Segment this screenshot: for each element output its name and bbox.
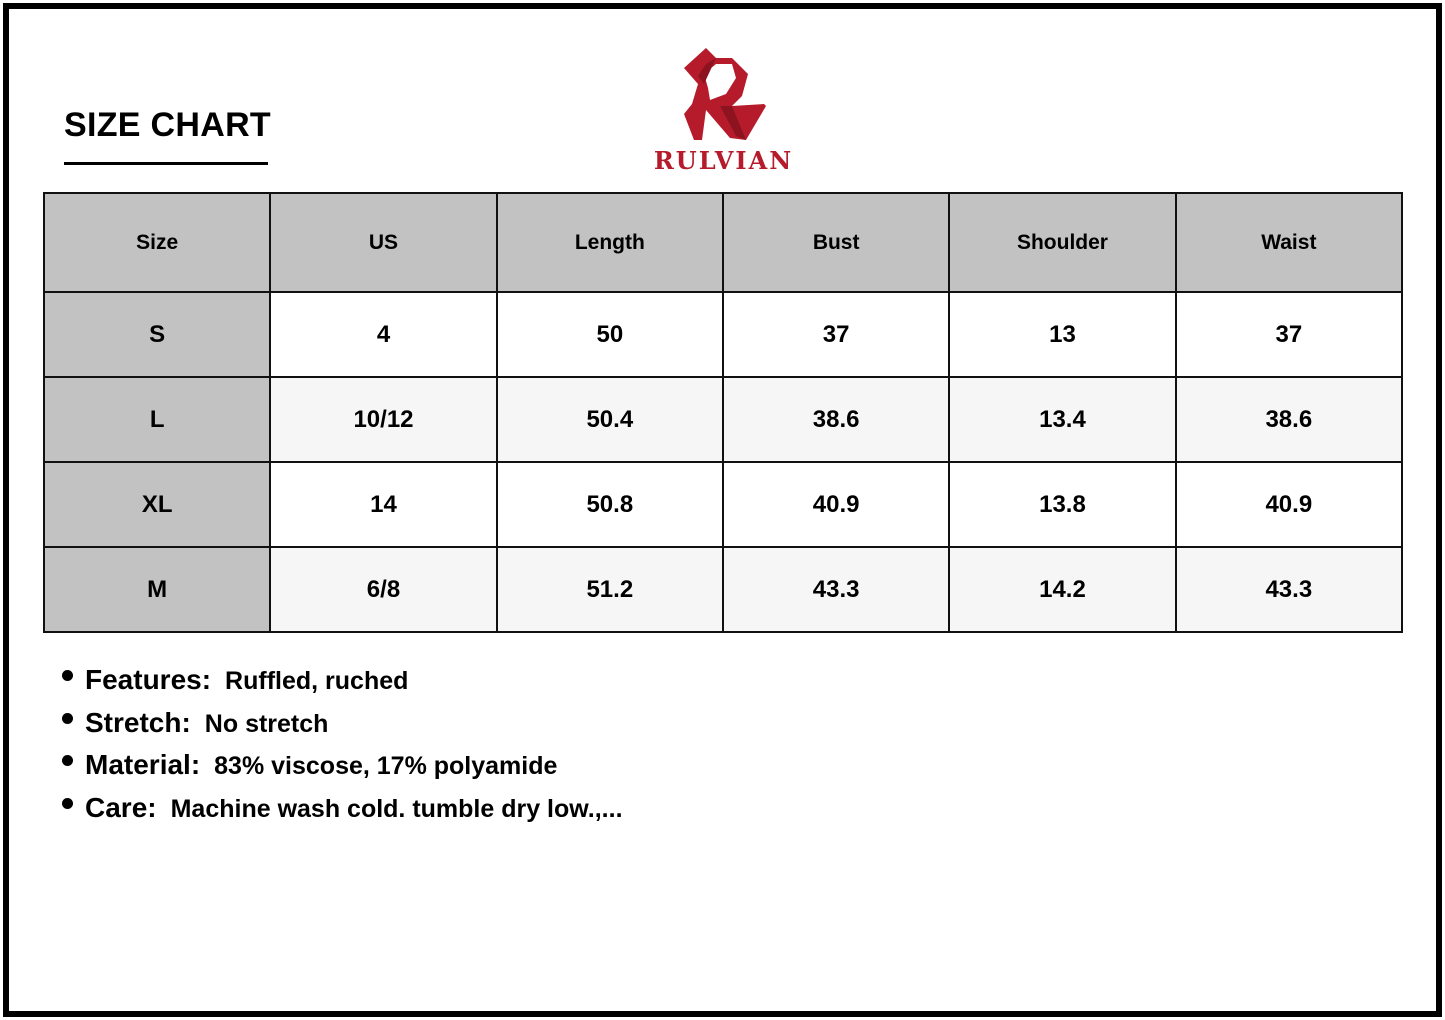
cell-length: 51.2	[495, 546, 724, 633]
note-value: Ruffled, ruched	[225, 667, 409, 695]
header-us: US	[269, 192, 498, 293]
note-label: Material:	[85, 749, 201, 780]
header-length: Length	[495, 192, 724, 293]
cell-waist: 43.3	[1174, 546, 1404, 633]
note-value: No stretch	[204, 709, 329, 738]
cell-us: 6/8	[269, 546, 498, 633]
page-title: SIZE CHART	[64, 106, 271, 144]
cell-size: XL	[42, 461, 272, 548]
title-underline	[64, 162, 268, 165]
cell-size: L	[42, 376, 272, 463]
header-shoulder: Shoulder	[948, 192, 1177, 293]
note-material: Material: 83% viscose, 17% polyamide	[62, 749, 623, 792]
brand-logo: RULVIAN	[636, 44, 811, 178]
cell-us: 10/12	[269, 376, 498, 463]
cell-waist: 38.6	[1174, 376, 1404, 463]
header-size: Size	[42, 192, 272, 293]
cell-shoulder: 14.2	[948, 546, 1177, 633]
product-notes: Features: Ruffled, ruched Stretch: No st…	[62, 664, 623, 834]
cell-length: 50.8	[495, 461, 724, 548]
bullet-icon	[62, 797, 73, 809]
note-stretch: Stretch: No stretch	[62, 707, 623, 750]
note-value: 83% viscose, 17% polyamide	[214, 752, 558, 780]
note-value: Machine wash cold. tumble dry low.,...	[170, 794, 623, 823]
cell-shoulder: 13.8	[948, 461, 1177, 548]
cell-shoulder: 13.4	[948, 376, 1177, 463]
note-label: Features:	[85, 664, 212, 695]
header-bust: Bust	[721, 192, 951, 293]
cell-bust: 43.3	[721, 546, 951, 633]
cell-length: 50	[495, 291, 724, 378]
table-row: S 4 50 37 13 37	[42, 291, 1404, 378]
bullet-icon	[62, 755, 73, 766]
table-header-row: Size US Length Bust Shoulder Waist	[42, 192, 1404, 293]
cell-shoulder: 13	[948, 291, 1177, 378]
size-table: Size US Length Bust Shoulder Waist S 4 5…	[42, 192, 1404, 633]
cell-length: 50.4	[495, 376, 724, 463]
header-waist: Waist	[1174, 192, 1404, 293]
r-logo-icon	[684, 48, 766, 140]
cell-size: S	[42, 291, 272, 378]
note-label: Care:	[85, 791, 157, 823]
note-label: Stretch:	[85, 706, 191, 738]
table-row: XL 14 50.8 40.9 13.8 40.9	[42, 461, 1404, 548]
cell-waist: 37	[1174, 291, 1404, 378]
note-features: Features: Ruffled, ruched	[62, 664, 623, 707]
cell-bust: 40.9	[721, 461, 951, 548]
table-row: M 6/8 51.2 43.3 14.2 43.3	[42, 546, 1404, 633]
cell-size: M	[42, 546, 272, 633]
brand-name: RULVIAN	[653, 146, 794, 175]
cell-us: 14	[269, 461, 498, 548]
cell-bust: 37	[721, 291, 951, 378]
note-care: Care: Machine wash cold. tumble dry low.…	[62, 792, 623, 835]
table-row: L 10/12 50.4 38.6 13.4 38.6	[42, 376, 1404, 463]
cell-bust: 38.6	[721, 376, 951, 463]
cell-us: 4	[269, 291, 498, 378]
bullet-icon	[62, 670, 73, 681]
cell-waist: 40.9	[1174, 461, 1404, 548]
bullet-icon	[62, 712, 73, 724]
